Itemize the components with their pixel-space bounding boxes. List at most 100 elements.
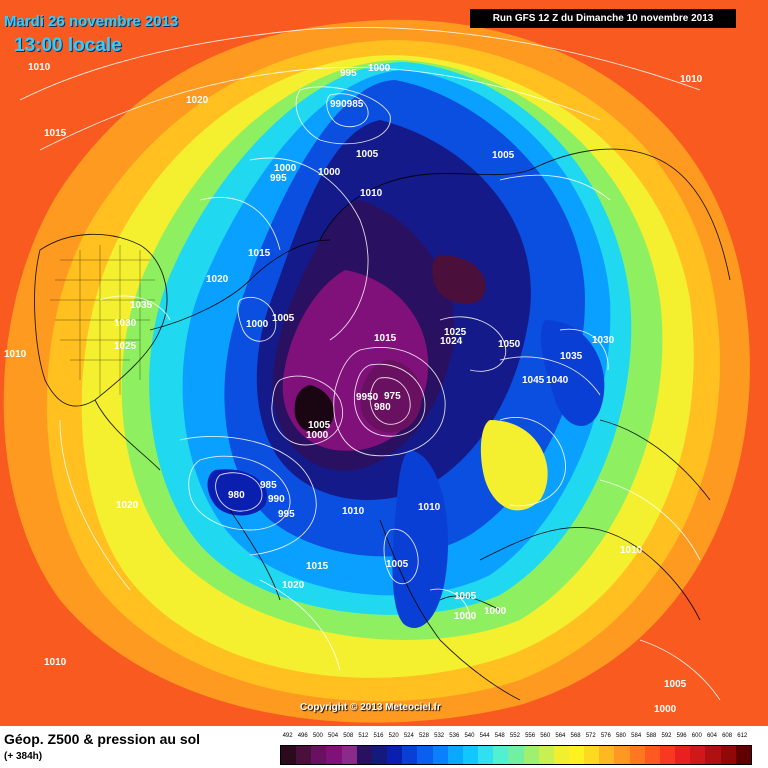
isobar-label: 9950 <box>356 392 379 403</box>
isobar-label: 1030 <box>114 318 137 329</box>
siberia-trough <box>540 320 605 427</box>
scale-label: 496 <box>297 733 308 739</box>
isobar-label: 1005 <box>356 149 379 160</box>
isobar-label: 1005 <box>386 559 409 570</box>
scale-label: 504 <box>328 733 339 739</box>
isobar-label: 1050 <box>498 339 521 350</box>
scale-label: 532 <box>434 733 445 739</box>
scale-swatch <box>371 746 388 764</box>
geopotential-map: 1010 1020 1015 995 1000 990985 1000 995 … <box>0 0 768 726</box>
scale-swatch <box>599 746 615 764</box>
isobar-label: 1020 <box>206 274 229 285</box>
scale-swatch <box>356 746 372 764</box>
legend-title: Géop. Z500 & pression au sol <box>4 731 201 747</box>
scale-swatch <box>493 746 509 764</box>
isobar-label: 1030 <box>592 335 615 346</box>
isobar-label: 1015 <box>44 128 67 139</box>
isobar-label: 980 <box>374 402 391 413</box>
isobar-label: 1040 <box>546 375 569 386</box>
isobar-label: 995 <box>270 173 287 184</box>
isobar-label: 1020 <box>282 580 305 591</box>
scale-swatch <box>326 746 342 764</box>
isobar-label: 1010 <box>44 657 67 668</box>
isobar-label: 1005 <box>664 679 687 690</box>
isobar-label: 1015 <box>248 248 271 259</box>
scale-label: 536 <box>449 733 460 739</box>
isobar-label: 1020 <box>116 500 139 511</box>
isobar-label: 985 <box>260 480 277 491</box>
isobar-label: 1005 <box>492 150 515 161</box>
isobar-label: 1005 <box>272 313 295 324</box>
isobar-label: 1010 <box>4 349 27 360</box>
scale-swatch <box>478 746 494 764</box>
isobar-label: 980 <box>228 490 245 501</box>
scale-swatch <box>659 746 676 764</box>
isobar-lines <box>19 27 721 701</box>
scale-label: 560 <box>540 733 551 739</box>
scale-label: 552 <box>509 733 520 739</box>
scale-label: 564 <box>555 733 566 739</box>
scale-swatch <box>447 746 463 764</box>
low-core <box>294 385 334 433</box>
isobar-label: 1035 <box>130 300 153 311</box>
scale-swatch <box>675 746 691 764</box>
isobar-label: 1000 <box>454 611 477 622</box>
coastlines <box>34 148 731 701</box>
isobar-label: 1010 <box>342 506 365 517</box>
isobar-labels: 1010 1020 1015 995 1000 990985 1000 995 … <box>4 62 703 715</box>
scale-swatch <box>508 746 524 764</box>
scale-label: 600 <box>691 733 702 739</box>
scale-swatch <box>568 746 585 764</box>
isobar-label: 1015 <box>374 333 397 344</box>
scale-label: 512 <box>358 733 369 739</box>
isobar-label: 995 <box>340 68 357 79</box>
scale-swatch <box>614 746 630 764</box>
scale-label: 516 <box>373 733 384 739</box>
isobar-label: 1010 <box>620 545 643 556</box>
isobar-label: 1015 <box>306 561 329 572</box>
isobar-label: 1010 <box>360 188 383 199</box>
scale-label: 612 <box>737 733 748 739</box>
scale-swatch <box>644 746 660 764</box>
isobar-label: 1005 <box>454 591 477 602</box>
isobar-label: 1025 <box>114 341 137 352</box>
scale-label: 500 <box>312 733 323 739</box>
legend-subtitle: (+ 384h) <box>4 751 43 762</box>
isobar-label: 1000 <box>318 167 341 178</box>
forecast-date: Mardi 26 novembre 2013 <box>4 13 179 30</box>
isobar-label: 1025 <box>444 327 467 338</box>
isobar-label: 1010 <box>418 502 441 513</box>
color-scale-labels: 492 496 500 504 508 512 516 520 524 528 532 536 540 5… <box>280 733 750 745</box>
isobar-label: 990985 <box>330 99 364 110</box>
scale-label: 588 <box>646 733 657 739</box>
scale-swatch <box>387 746 403 764</box>
scale-label: 540 <box>464 733 475 739</box>
scale-label: 572 <box>585 733 596 739</box>
scale-swatch <box>523 746 539 764</box>
scale-label: 604 <box>706 733 717 739</box>
scale-label: 544 <box>479 733 490 739</box>
asia-low <box>432 255 486 305</box>
isobar-label: 975 <box>384 391 401 402</box>
forecast-local-time: 13:00 locale <box>14 35 122 56</box>
isobar-label: 1000 <box>274 163 297 174</box>
isobar-label: 1000 <box>368 63 391 74</box>
scale-swatch <box>584 746 600 764</box>
scale-swatch <box>690 746 706 764</box>
scale-label: 556 <box>525 733 536 739</box>
scale-swatch <box>720 746 736 764</box>
scale-label: 576 <box>600 733 611 739</box>
scale-swatch <box>417 746 433 764</box>
scale-label: 592 <box>661 733 672 739</box>
scale-swatch <box>402 746 418 764</box>
copyright-notice: Copyright © 2013 Meteociel.fr <box>300 702 441 713</box>
scale-swatch <box>705 746 721 764</box>
isobar-label: 1020 <box>186 95 209 106</box>
scale-swatch <box>296 746 312 764</box>
scale-swatch <box>341 746 357 764</box>
color-scale <box>280 745 752 765</box>
scale-swatch <box>629 746 645 764</box>
scale-label: 524 <box>403 733 414 739</box>
scale-swatch <box>281 746 297 764</box>
